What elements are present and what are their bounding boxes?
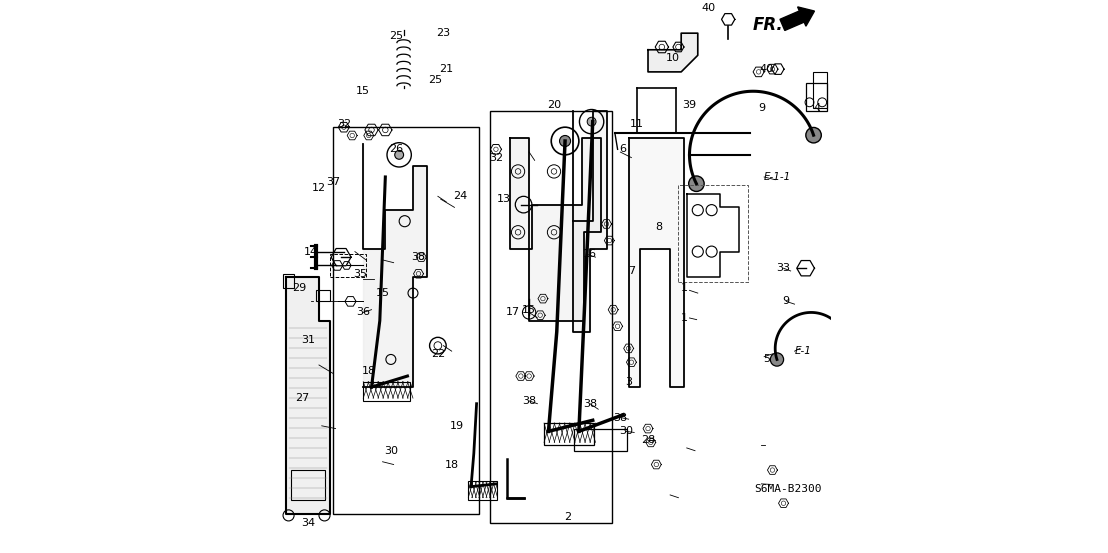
Bar bbox=[678, 185, 748, 282]
Text: 28: 28 bbox=[640, 435, 655, 445]
Text: 32: 32 bbox=[489, 153, 503, 163]
Text: 2: 2 bbox=[564, 512, 572, 522]
Bar bbox=[291, 470, 325, 500]
Text: 18: 18 bbox=[361, 366, 376, 375]
Bar bbox=[283, 274, 294, 288]
Text: 15: 15 bbox=[376, 288, 390, 298]
Bar bbox=[330, 254, 366, 276]
Text: 13: 13 bbox=[497, 194, 511, 204]
Text: 9: 9 bbox=[758, 103, 765, 113]
Text: 27: 27 bbox=[295, 393, 309, 403]
Text: 11: 11 bbox=[630, 119, 644, 129]
Circle shape bbox=[770, 353, 783, 366]
FancyArrow shape bbox=[780, 7, 814, 30]
Circle shape bbox=[689, 176, 705, 191]
Circle shape bbox=[587, 117, 596, 126]
Bar bbox=[491, 111, 612, 523]
Bar bbox=[544, 423, 594, 445]
Text: 32: 32 bbox=[337, 119, 351, 129]
Text: 25: 25 bbox=[389, 31, 403, 41]
Text: 35: 35 bbox=[353, 269, 368, 279]
Polygon shape bbox=[286, 276, 330, 514]
Text: 15: 15 bbox=[522, 305, 536, 315]
Text: 37: 37 bbox=[326, 178, 340, 187]
Text: 25: 25 bbox=[428, 75, 442, 85]
Text: 1: 1 bbox=[680, 283, 687, 293]
Polygon shape bbox=[648, 33, 698, 72]
Text: 4: 4 bbox=[813, 103, 820, 113]
Circle shape bbox=[560, 135, 571, 147]
Text: 40: 40 bbox=[701, 3, 716, 13]
Bar bbox=[469, 481, 497, 500]
Polygon shape bbox=[363, 144, 427, 387]
Text: 17: 17 bbox=[505, 307, 520, 317]
Text: 19: 19 bbox=[450, 421, 464, 431]
Text: 8: 8 bbox=[656, 222, 663, 232]
Text: 10: 10 bbox=[666, 53, 680, 63]
Text: 38: 38 bbox=[583, 399, 597, 409]
Circle shape bbox=[840, 336, 853, 349]
Text: 38: 38 bbox=[614, 413, 627, 422]
Text: S6MA-B2300: S6MA-B2300 bbox=[755, 484, 822, 494]
Text: 9: 9 bbox=[782, 296, 790, 306]
Circle shape bbox=[806, 127, 821, 143]
Text: 36: 36 bbox=[356, 307, 370, 317]
Bar bbox=[574, 429, 627, 451]
Bar bbox=[813, 72, 827, 108]
Text: 38: 38 bbox=[522, 396, 536, 406]
Bar bbox=[363, 382, 410, 401]
Text: 30: 30 bbox=[383, 446, 398, 456]
Circle shape bbox=[394, 150, 403, 159]
Text: E-1: E-1 bbox=[794, 346, 811, 356]
Polygon shape bbox=[510, 138, 601, 321]
Text: 14: 14 bbox=[304, 247, 318, 257]
Text: 23: 23 bbox=[437, 28, 451, 38]
Polygon shape bbox=[573, 111, 606, 332]
Bar bbox=[332, 127, 480, 514]
Text: 29: 29 bbox=[293, 283, 307, 293]
Text: 12: 12 bbox=[312, 183, 326, 193]
Text: 5: 5 bbox=[763, 354, 770, 364]
Text: 24: 24 bbox=[453, 191, 468, 201]
Polygon shape bbox=[628, 138, 684, 387]
Text: 34: 34 bbox=[301, 518, 315, 528]
Text: 26: 26 bbox=[389, 144, 403, 154]
Text: 7: 7 bbox=[628, 266, 635, 276]
Text: FR.: FR. bbox=[753, 16, 783, 34]
Text: 22: 22 bbox=[431, 349, 445, 359]
Text: 3: 3 bbox=[625, 377, 633, 387]
Bar bbox=[806, 83, 827, 111]
Text: 21: 21 bbox=[439, 64, 453, 74]
Text: 31: 31 bbox=[301, 335, 315, 345]
Text: 40: 40 bbox=[760, 64, 774, 74]
Text: E-1-1: E-1-1 bbox=[765, 172, 791, 182]
Text: 1: 1 bbox=[680, 313, 687, 323]
Text: 20: 20 bbox=[547, 100, 561, 110]
Text: 16: 16 bbox=[583, 249, 597, 259]
Text: 38: 38 bbox=[411, 252, 425, 262]
Text: 33: 33 bbox=[777, 263, 790, 273]
Text: 6: 6 bbox=[619, 144, 627, 154]
Text: 15: 15 bbox=[356, 86, 370, 96]
Bar bbox=[316, 290, 330, 301]
Text: 30: 30 bbox=[619, 426, 633, 436]
Text: 39: 39 bbox=[683, 100, 697, 110]
Text: 18: 18 bbox=[444, 460, 459, 469]
